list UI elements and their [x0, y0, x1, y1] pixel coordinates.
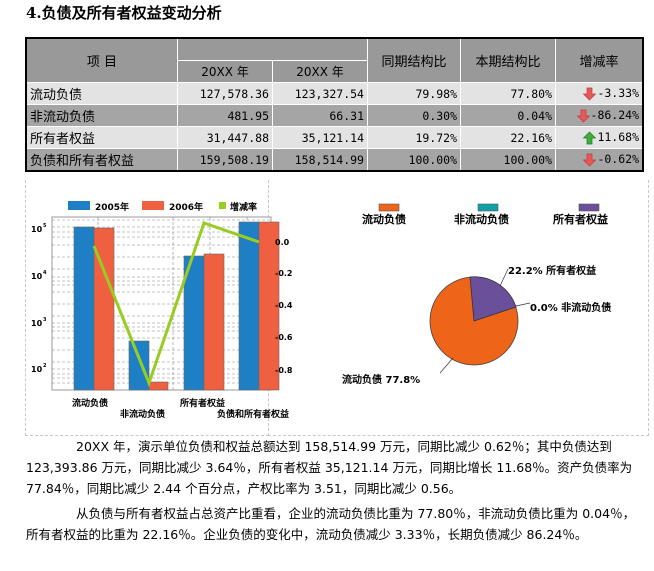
left-tick-label: 10: [31, 319, 43, 328]
x-label: 非流动负债: [120, 408, 165, 420]
header-curr-ratio: 本期结构比: [460, 37, 556, 83]
left-tick-label: 10: [31, 365, 43, 374]
table-row: 非流动负债 481.95 66.31 0.30% 0.04% -86.24%: [25, 104, 644, 127]
x-axis-labels: 流动负债 非流动负债 所有者权益 负债和所有者权益: [72, 397, 289, 420]
bar-2006-noncurrent: [148, 381, 169, 391]
pie-label-equity: 22.2% 所有者权益: [508, 264, 596, 277]
pie-legend-label-noncurrent: 非流动负债: [454, 212, 509, 226]
left-tick-label: 10: [31, 225, 43, 234]
left-tick-exp: 5: [43, 223, 47, 229]
value-year-1: 481.95: [177, 104, 273, 127]
pie-slice-equity: [469, 276, 517, 322]
change-text: -86.24%: [590, 108, 639, 123]
header-years-group: [177, 37, 368, 61]
down-arrow-icon: [576, 109, 590, 123]
bar-2005-total: [238, 221, 260, 391]
bar-2006-equity: [203, 253, 225, 391]
header-prev-ratio: 同期结构比: [367, 37, 461, 83]
bar-2006-total: [258, 221, 280, 391]
bar-2006-current: [93, 227, 115, 391]
legend-swatch-2005: [68, 201, 90, 210]
legend-label-2005: 2005年: [95, 201, 129, 213]
liabilities-equity-table: 项 目 同期结构比 本期结构比 增减率 20XX 年 20XX 年 流动负债 1…: [25, 37, 644, 172]
value-prev-ratio: 100.00%: [367, 148, 461, 172]
x-label: 负债和所有者权益: [217, 408, 289, 420]
bar-2005-current: [73, 226, 95, 391]
bar-line-chart: 2005年 2006年 增减率 10 5 10 4 10 3 10 2: [31, 201, 293, 420]
header-item: 项 目: [25, 37, 178, 83]
value-curr-ratio: 22.16%: [460, 126, 556, 149]
table-row: 流动负债 127,578.36 123,327.54 79.98% 77.80%…: [25, 82, 644, 105]
analysis-paragraph-2: 从负债与所有者权益占总资产比重看，企业的流动负债比重为 77.80％，非流动负债…: [26, 503, 636, 545]
value-change: -3.33%: [555, 82, 644, 105]
table-row: 负债和所有者权益 159,508.19 158,514.99 100.00% 1…: [25, 148, 644, 172]
up-arrow-icon: [583, 131, 597, 145]
value-prev-ratio: 0.30%: [367, 104, 461, 127]
value-year-1: 159,508.19: [177, 148, 273, 172]
left-tick-exp: 3: [43, 317, 47, 323]
value-curr-ratio: 0.04%: [460, 104, 556, 127]
right-tick-label: -0.4: [275, 301, 293, 310]
row-label: 所有者权益: [25, 126, 178, 149]
pie-legend-swatch-current: [378, 203, 400, 212]
left-tick-exp: 4: [43, 270, 47, 276]
paragraph-text: 从负债与所有者权益占总资产比重看，企业的流动负债比重为 77.80％，非流动负债…: [26, 506, 636, 542]
value-year-2: 35,121.14: [272, 126, 368, 149]
bars: [73, 221, 280, 391]
legend-swatch-change-rate: [219, 202, 226, 209]
change-text: -0.62%: [597, 152, 639, 167]
x-label: 所有者权益: [180, 397, 225, 409]
paragraph-text: 20XX 年，演示单位负债和权益总额达到 158,514.99 万元，同期比减少…: [26, 439, 633, 496]
pie-chart: 流动负债 非流动负债 所有者权益 22.2% 所有者权益 0.0% 非流动负债 …: [342, 203, 611, 386]
value-curr-ratio: 100.00%: [460, 148, 556, 172]
leader-line: [499, 268, 509, 287]
leader-line: [439, 357, 454, 374]
value-year-2: 158,514.99: [272, 148, 368, 172]
analysis-paragraph-1: 20XX 年，演示单位负债和权益总额达到 158,514.99 万元，同期比减少…: [26, 436, 636, 499]
value-prev-ratio: 79.98%: [367, 82, 461, 105]
header-change-rate: 增减率: [555, 37, 644, 83]
bar-2005-noncurrent: [128, 340, 150, 391]
right-tick-label: -0.8: [275, 366, 293, 375]
row-label: 负债和所有者权益: [25, 148, 178, 172]
pie-legend-swatch-noncurrent: [477, 203, 499, 212]
pie-legend-label-equity: 所有者权益: [553, 212, 608, 226]
value-prev-ratio: 19.72%: [367, 126, 461, 149]
change-rate-line: [92, 221, 260, 388]
pie-label-noncurrent: 0.0% 非流动负债: [530, 301, 611, 314]
legend-label-2006: 2006年: [169, 201, 203, 213]
right-axis: 0.0 -0.2 -0.4 -0.6 -0.8: [275, 238, 293, 375]
down-arrow-icon: [583, 87, 597, 101]
leader-line: [515, 302, 531, 307]
row-label: 非流动负债: [25, 104, 178, 127]
legend-swatch-2006: [142, 201, 164, 210]
header-year-2: 20XX 年: [272, 60, 368, 83]
pie-label-current: 流动负债 77.8%: [342, 373, 420, 386]
right-tick-label: -0.2: [275, 269, 293, 278]
section-title: 4.负债及所有者权益变动分析: [26, 4, 222, 22]
left-tick-exp: 2: [43, 363, 47, 369]
x-label: 流动负债: [72, 397, 108, 409]
value-change: -0.62%: [555, 148, 644, 172]
down-arrow-icon: [583, 153, 597, 167]
legend-label-change-rate: 增减率: [230, 201, 257, 213]
pie-legend-swatch-equity: [578, 203, 600, 212]
value-curr-ratio: 77.80%: [460, 82, 556, 105]
header-year-1: 20XX 年: [177, 60, 273, 83]
value-year-2: 123,327.54: [272, 82, 368, 105]
value-year-1: 31,447.88: [177, 126, 273, 149]
value-change: 11.68%: [555, 126, 644, 149]
row-label: 流动负债: [25, 82, 178, 105]
value-year-1: 127,578.36: [177, 82, 273, 105]
right-tick-label: 0.0: [275, 238, 290, 247]
value-change: -86.24%: [555, 104, 644, 127]
pie-legend-label-current: 流动负债: [362, 212, 406, 226]
left-tick-label: 10: [31, 272, 43, 281]
right-tick-label: -0.6: [275, 333, 293, 342]
table-row: 所有者权益 31,447.88 35,121.14 19.72% 22.16% …: [25, 126, 644, 149]
change-text: -3.33%: [597, 86, 639, 101]
left-axis: 10 5 10 4 10 3 10 2: [31, 223, 47, 374]
value-year-2: 66.31: [272, 104, 368, 127]
change-text: 11.68%: [597, 130, 639, 145]
